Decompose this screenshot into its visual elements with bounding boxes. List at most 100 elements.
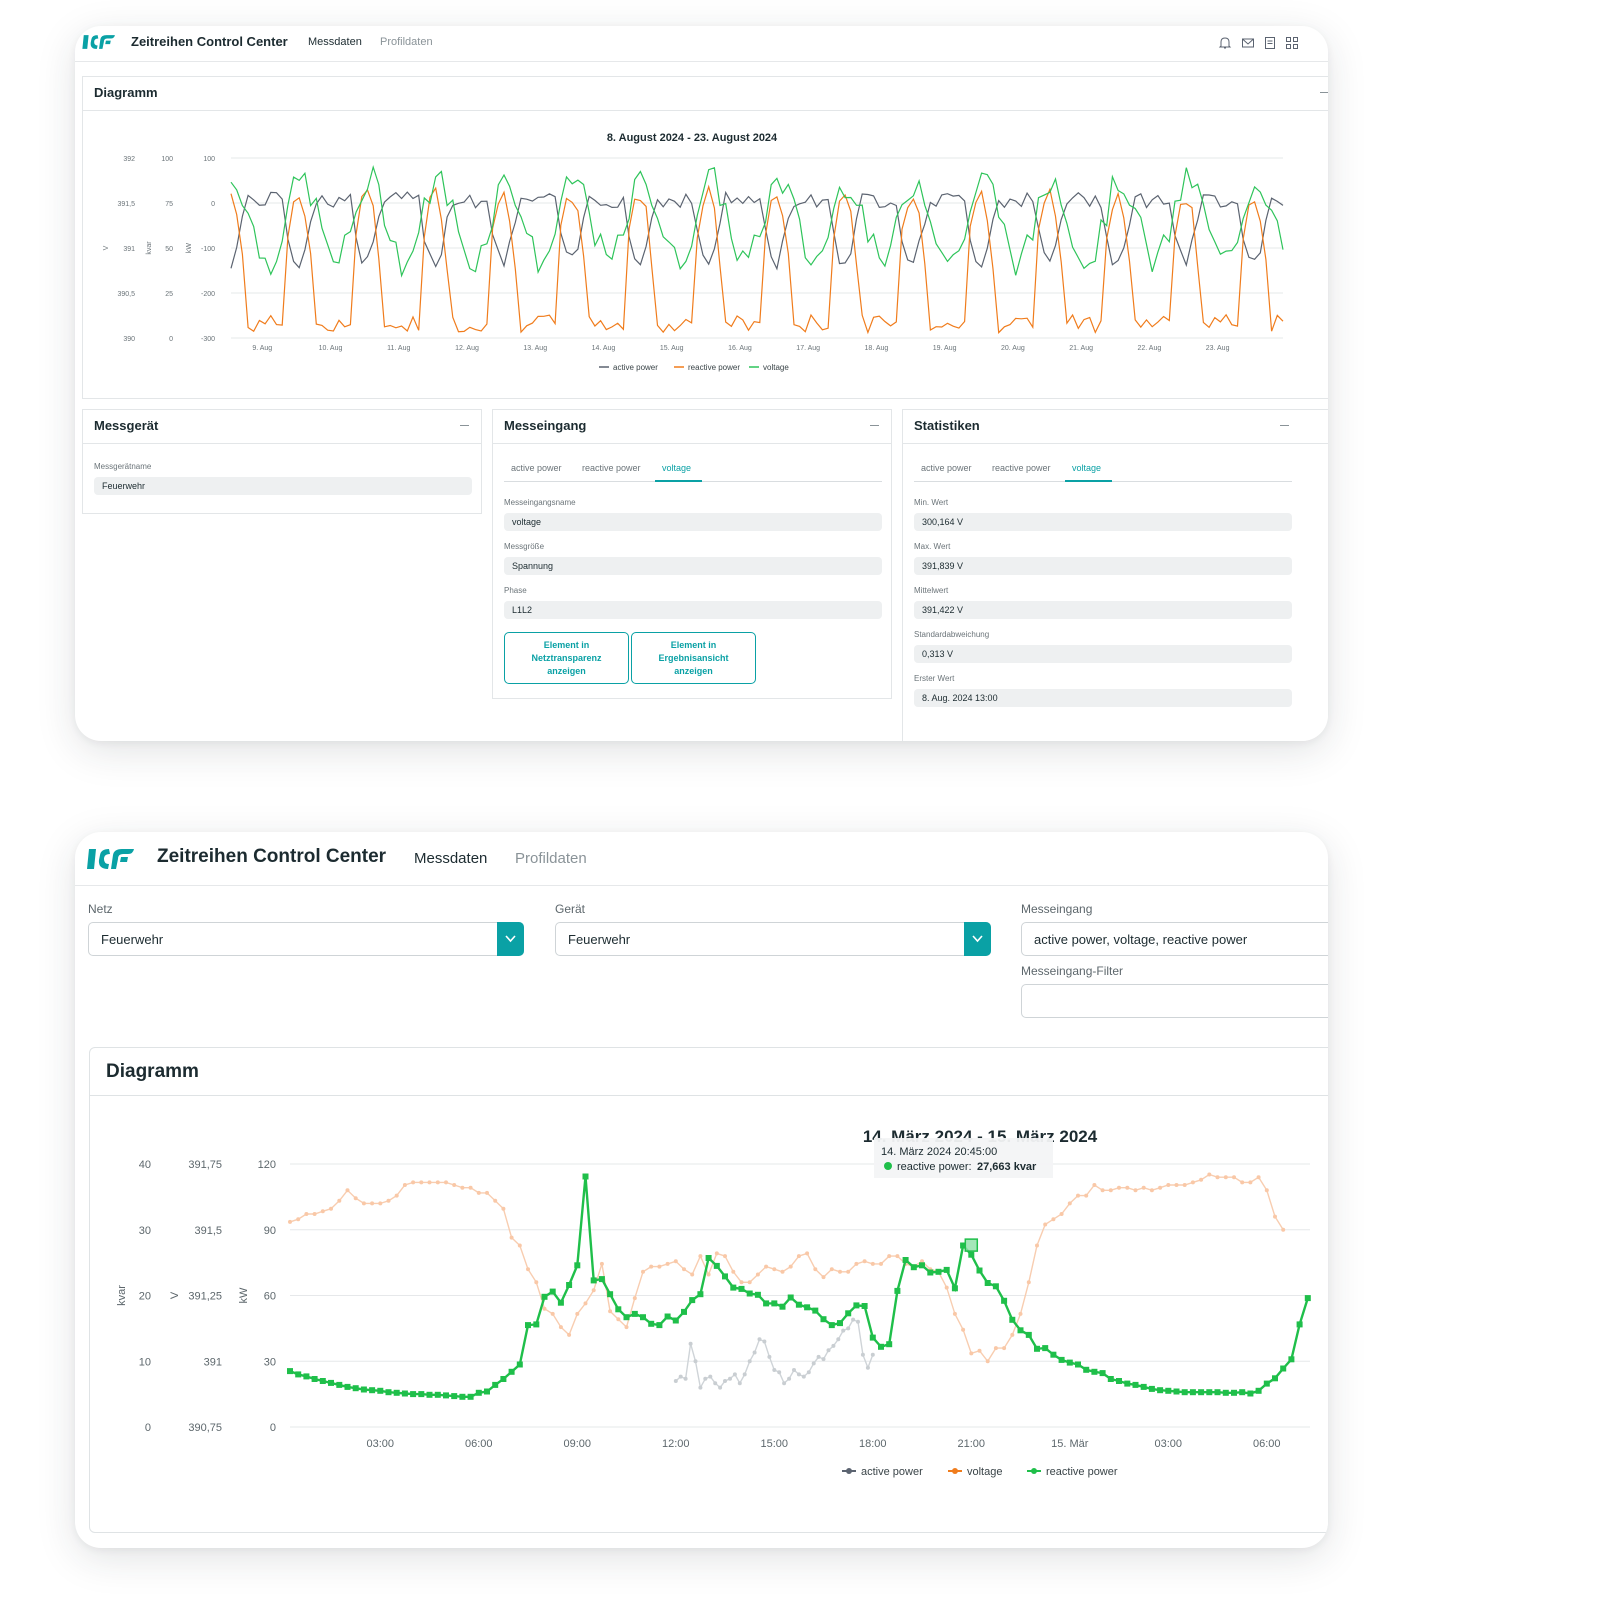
voltage-point	[657, 1264, 662, 1269]
active-power-point	[713, 1381, 718, 1386]
reactive-power-point	[401, 1390, 408, 1397]
voltage-point	[1166, 1183, 1171, 1187]
netz-label: Netz	[88, 902, 113, 916]
minimize-icon[interactable]	[1320, 92, 1328, 93]
minimize-icon[interactable]	[1280, 425, 1289, 426]
voltage-point	[1174, 1183, 1179, 1187]
reactive-power-point	[1034, 1345, 1040, 1352]
voltage-point	[682, 1267, 686, 1272]
voltage-point	[435, 1180, 440, 1185]
tab-active-power[interactable]: active power	[921, 463, 972, 473]
tick-label-x: 06:00	[465, 1438, 493, 1450]
voltage-point	[755, 1272, 760, 1277]
legend-label: active power	[861, 1466, 923, 1478]
tick-label-x: 03:00	[367, 1438, 395, 1450]
nav-profildaten[interactable]: Profildaten	[515, 850, 587, 867]
reactive-power-point	[434, 1391, 441, 1398]
bell-icon[interactable]	[1218, 36, 1232, 50]
dropdown-button[interactable]	[497, 922, 524, 956]
tab-reactive-power[interactable]: reactive power	[992, 463, 1051, 473]
reactive-power-point	[812, 1307, 819, 1314]
reactive-power-point	[1189, 1389, 1196, 1396]
active-power-point	[678, 1374, 683, 1379]
voltage-point	[846, 1269, 851, 1274]
voltage-point	[1133, 1188, 1138, 1193]
mail-icon[interactable]	[1241, 36, 1255, 50]
voltage-point	[320, 1209, 325, 1214]
voltage-point	[345, 1188, 350, 1193]
minimize-icon[interactable]	[460, 425, 469, 426]
active-power-point	[865, 1365, 870, 1370]
active-power-point	[752, 1350, 757, 1355]
reactive-power-point	[697, 1291, 704, 1298]
tick-label-x: 10. Aug	[319, 345, 343, 352]
reactive-power-point	[902, 1257, 909, 1263]
voltage-point	[1215, 1175, 1220, 1180]
series-line-voltage	[230, 164, 1284, 278]
tab-active-power[interactable]: active power	[511, 463, 562, 473]
voltage-point	[608, 1309, 613, 1314]
messeingang-filter-input[interactable]	[1021, 984, 1328, 1018]
tab-bar: active power reactive power voltage	[504, 460, 882, 482]
netz-select[interactable]: Feuerwehr	[88, 922, 524, 956]
active-power-point	[801, 1374, 806, 1379]
voltage-point	[1256, 1175, 1261, 1180]
reactive-power-point	[779, 1303, 786, 1310]
chart-title: 8. August 2024 - 23. August 2024	[607, 132, 778, 144]
tab-reactive-power[interactable]: reactive power	[582, 463, 641, 473]
logo-icon	[82, 35, 115, 49]
apps-icon[interactable]	[1285, 36, 1299, 50]
dropdown-button[interactable]	[964, 922, 991, 956]
reactive-power-point	[1255, 1387, 1262, 1394]
active-power-point	[718, 1385, 723, 1390]
phase-field: L1L2	[504, 601, 882, 619]
panel-title: Messgerät	[94, 418, 159, 433]
voltage-point	[329, 1206, 333, 1211]
active-power-point	[737, 1381, 742, 1386]
tooltip-value: 27,663 kvar	[977, 1161, 1037, 1173]
field-label: Standardabweichung	[914, 630, 990, 639]
nav-messdaten[interactable]: Messdaten	[308, 36, 362, 48]
voltage-point	[370, 1201, 375, 1206]
ergebnisansicht-button[interactable]: Element in Ergebnisansicht anzeigen	[631, 632, 756, 684]
reactive-power-point	[828, 1322, 835, 1329]
voltage-point	[550, 1311, 555, 1316]
tick-label-kw: 30	[264, 1356, 276, 1368]
reactive-power-point	[360, 1386, 367, 1393]
nav-profildaten[interactable]: Profildaten	[380, 36, 433, 48]
minimize-icon[interactable]	[870, 425, 879, 426]
tick-label-v: 391,25	[188, 1291, 222, 1303]
tick-label-kw: 120	[258, 1159, 276, 1171]
tab-voltage[interactable]: voltage	[662, 463, 692, 473]
nav-messdaten[interactable]: Messdaten	[414, 850, 488, 867]
active-power-point	[836, 1337, 841, 1342]
tick-label-v: 391	[204, 1356, 222, 1368]
voltage-point	[1092, 1183, 1097, 1187]
tab-voltage[interactable]: voltage	[1072, 463, 1102, 473]
geraet-select[interactable]: Feuerwehr	[555, 922, 991, 956]
active-power-point	[698, 1385, 703, 1390]
mittelwert-field: 391,422 V	[914, 601, 1292, 619]
reactive-power-point	[484, 1388, 490, 1395]
voltage-point	[862, 1259, 867, 1264]
tab-indicator	[1065, 480, 1112, 482]
reactive-power-point	[426, 1391, 433, 1398]
voltage-point	[887, 1254, 892, 1259]
book-icon[interactable]	[1263, 36, 1277, 50]
reactive-power-point	[615, 1306, 622, 1313]
field-label: Erster Wert	[914, 674, 955, 683]
reactive-power-point	[1099, 1370, 1106, 1377]
geraet-label: Gerät	[555, 902, 586, 916]
netztransparenz-button[interactable]: Element in Netztransparenz anzeigen	[504, 632, 629, 684]
reactive-power-point	[853, 1302, 860, 1309]
tick-label-kvar: 30	[139, 1225, 151, 1237]
field-label: Messeingangsname	[504, 498, 576, 507]
select-value: Feuerwehr	[568, 932, 631, 947]
voltage-point	[706, 1272, 711, 1277]
voltage-point	[747, 1280, 752, 1285]
active-power-point	[792, 1368, 796, 1372]
tick-label-kw: 0	[211, 201, 215, 208]
voltage-point	[1117, 1185, 1121, 1190]
messeingang-select[interactable]: active power, voltage, reactive power	[1021, 922, 1328, 956]
voltage-point	[714, 1251, 719, 1256]
